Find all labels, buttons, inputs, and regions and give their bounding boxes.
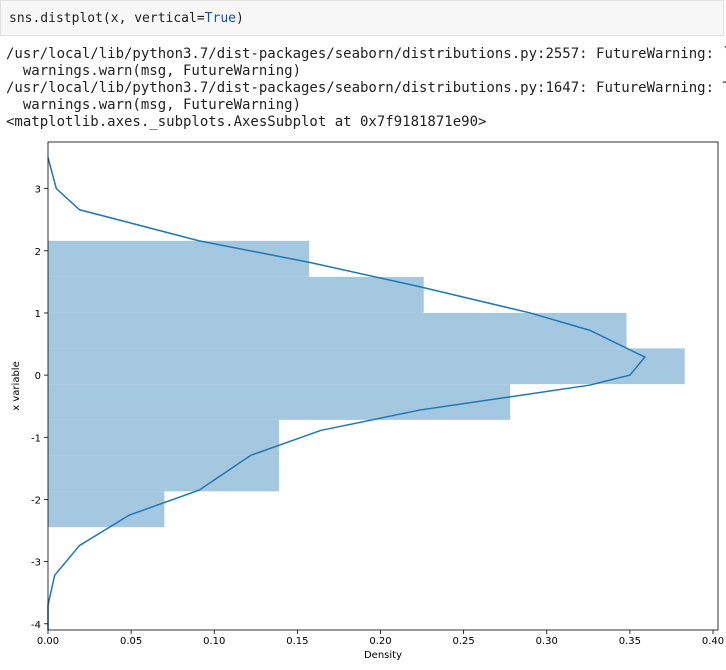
bar	[48, 240, 310, 277]
kde-line	[47, 157, 647, 630]
code: )	[235, 11, 244, 26]
output-line: /usr/local/lib/python3.7/dist-packages/s…	[6, 46, 726, 62]
x-tick-label: 0.25	[452, 636, 474, 647]
x-tick-label: 0.10	[203, 636, 225, 647]
x-tick-label: 0.30	[536, 636, 558, 647]
output-line: warnings.warn(msg, FutureWarning)	[6, 63, 302, 79]
y-tick-label: 0	[35, 371, 41, 382]
bar	[48, 419, 280, 456]
bar	[48, 276, 424, 313]
y-tick-label: 3	[35, 185, 41, 196]
output-line: /usr/local/lib/python3.7/dist-packages/s…	[6, 80, 726, 96]
y-tick-label: 2	[35, 247, 41, 258]
y-tick-label: -4	[31, 620, 41, 631]
x-tick-label: 0.00	[37, 636, 59, 647]
code-keyword: True	[204, 11, 236, 26]
bar	[48, 455, 280, 492]
y-tick-label: -2	[31, 495, 41, 506]
x-tick-label: 0.35	[619, 636, 641, 647]
code-cell[interactable]: sns.distplot(x, vertical=True)	[0, 0, 724, 36]
x-tick-label: 0.40	[702, 636, 724, 647]
bar	[48, 384, 511, 420]
cell-output: /usr/local/lib/python3.7/dist-packages/s…	[6, 46, 726, 131]
y-axis-label: x variable	[11, 361, 22, 410]
x-tick-label: 0.05	[120, 636, 142, 647]
code: sns.distplot(x, vertical=	[9, 11, 205, 26]
x-tick-label: 0.15	[286, 636, 308, 647]
axes-frame	[47, 141, 719, 631]
bar	[48, 312, 627, 349]
output-line: <matplotlib.axes._subplots.AxesSubplot a…	[6, 114, 487, 130]
output-line: warnings.warn(msg, FutureWarning)	[6, 97, 302, 113]
y-tick-label: 1	[35, 309, 41, 320]
y-tick-label: -1	[31, 433, 41, 444]
bar	[48, 348, 685, 385]
x-axis-label: Density	[364, 650, 402, 661]
y-tick-label: -3	[31, 558, 41, 569]
x-tick-label: 0.20	[369, 636, 391, 647]
